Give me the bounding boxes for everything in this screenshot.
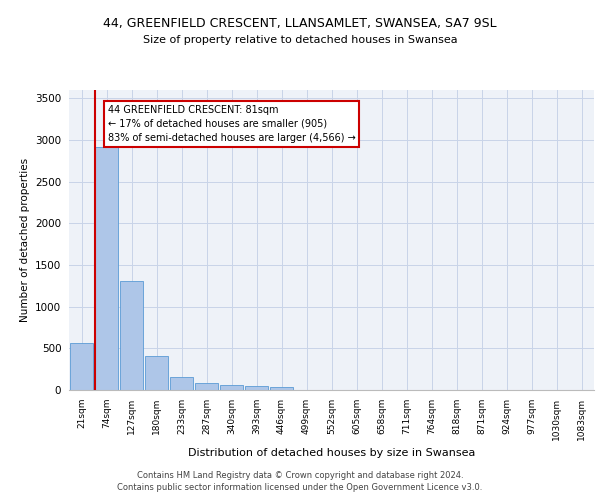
- Bar: [270, 386, 293, 390]
- Bar: [120, 281, 143, 390]
- Text: 44, GREENFIELD CRESCENT, LLANSAMLET, SWANSEA, SA7 9SL: 44, GREENFIELD CRESCENT, LLANSAMLET, SWA…: [103, 18, 497, 30]
- Bar: [95, 146, 118, 390]
- Text: Size of property relative to detached houses in Swansea: Size of property relative to detached ho…: [143, 35, 457, 45]
- Text: 44 GREENFIELD CRESCENT: 81sqm
← 17% of detached houses are smaller (905)
83% of : 44 GREENFIELD CRESCENT: 81sqm ← 17% of d…: [108, 105, 355, 143]
- Bar: [245, 386, 268, 390]
- Bar: [220, 386, 243, 390]
- Bar: [170, 377, 193, 390]
- Bar: [70, 342, 93, 390]
- X-axis label: Distribution of detached houses by size in Swansea: Distribution of detached houses by size …: [188, 448, 475, 458]
- Bar: [145, 356, 168, 390]
- Text: Contains public sector information licensed under the Open Government Licence v3: Contains public sector information licen…: [118, 484, 482, 492]
- Bar: [195, 384, 218, 390]
- Text: Contains HM Land Registry data © Crown copyright and database right 2024.: Contains HM Land Registry data © Crown c…: [137, 471, 463, 480]
- Y-axis label: Number of detached properties: Number of detached properties: [20, 158, 29, 322]
